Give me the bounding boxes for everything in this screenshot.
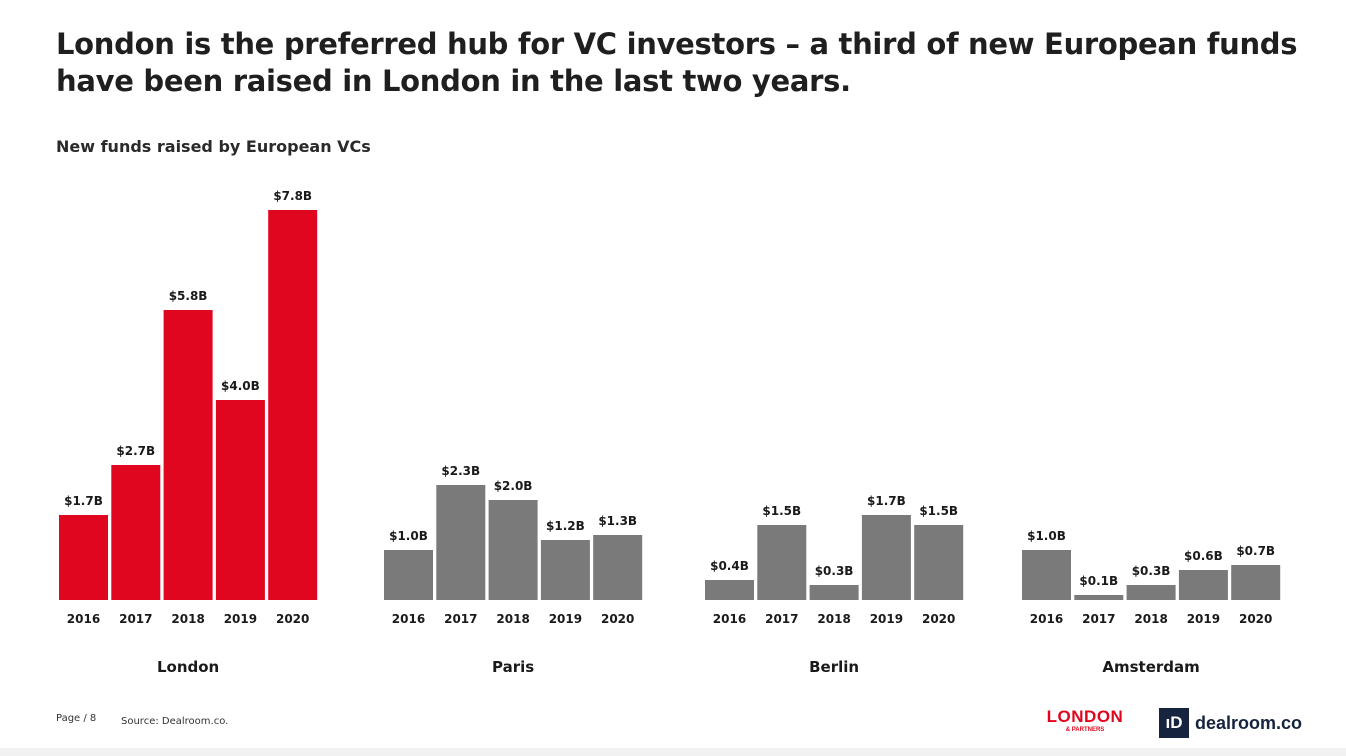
bar-berlin-2019 — [861, 515, 911, 600]
tick-label-amsterdam-2019: 2019 — [1187, 612, 1220, 626]
bottom-strip — [0, 748, 1346, 756]
dealroom-logo: ıD dealroom.co — [1159, 707, 1302, 739]
group-label-berlin: Berlin — [809, 658, 859, 676]
tick-label-berlin-2018: 2018 — [817, 612, 850, 626]
bar-paris-2018 — [488, 500, 538, 600]
tick-label-london-2018: 2018 — [171, 612, 204, 626]
data-label-amsterdam-2020: $0.7B — [1236, 544, 1275, 558]
tick-label-amsterdam-2017: 2017 — [1082, 612, 1115, 626]
bar-berlin-2018 — [809, 585, 859, 600]
bar-amsterdam-2019 — [1178, 570, 1228, 600]
bar-amsterdam-2017 — [1074, 595, 1124, 600]
tick-label-paris-2017: 2017 — [444, 612, 477, 626]
bar-paris-2020 — [593, 535, 643, 600]
london-partners-logo-main: LONDON — [1046, 707, 1124, 726]
bar-london-2016 — [59, 515, 108, 600]
source-note: Source: Dealroom.co. — [121, 716, 229, 727]
data-label-paris-2018: $2.0B — [494, 479, 533, 493]
tick-label-paris-2020: 2020 — [601, 612, 634, 626]
london-partners-logo-sub: & PARTNERS — [1065, 727, 1105, 733]
data-label-london-2019: $4.0B — [221, 379, 260, 393]
page-number: Page / 8 — [56, 713, 97, 724]
tick-label-london-2019: 2019 — [224, 612, 257, 626]
tick-label-berlin-2017: 2017 — [765, 612, 798, 626]
data-label-london-2018: $5.8B — [169, 289, 208, 303]
tick-label-amsterdam-2020: 2020 — [1239, 612, 1272, 626]
page-title: London is the preferred hub for VC inves… — [56, 27, 1298, 98]
bar-berlin-2016 — [705, 580, 754, 600]
data-label-paris-2019: $1.2B — [546, 519, 585, 533]
tick-label-paris-2016: 2016 — [392, 612, 425, 626]
dealroom-mark-icon: ıD — [1159, 708, 1189, 738]
chart-title: New funds raised by European VCs — [56, 137, 371, 156]
data-label-paris-2017: $2.3B — [441, 464, 480, 478]
tick-label-berlin-2019: 2019 — [870, 612, 903, 626]
tick-label-paris-2019: 2019 — [549, 612, 582, 626]
data-label-london-2017: $2.7B — [116, 444, 155, 458]
bar-paris-2017 — [436, 485, 486, 600]
group-label-london: London — [157, 658, 219, 676]
data-label-amsterdam-2016: $1.0B — [1027, 529, 1066, 543]
bar-amsterdam-2016 — [1022, 550, 1071, 600]
tick-label-london-2020: 2020 — [276, 612, 309, 626]
bar-chart: $1.7B 2016 $2.7B 2017 $5.8B 2018 $4.0B 2019 $7.8… — [59, 189, 1281, 676]
tick-label-london-2016: 2016 — [67, 612, 100, 626]
bar-london-2019 — [215, 400, 265, 600]
data-label-berlin-2020: $1.5B — [919, 504, 958, 518]
data-label-berlin-2018: $0.3B — [815, 564, 854, 578]
tick-label-paris-2018: 2018 — [496, 612, 529, 626]
data-label-london-2016: $1.7B — [64, 494, 103, 508]
group-label-paris: Paris — [492, 658, 534, 676]
data-label-amsterdam-2018: $0.3B — [1132, 564, 1171, 578]
tick-label-berlin-2016: 2016 — [713, 612, 746, 626]
data-label-amsterdam-2017: $0.1B — [1079, 574, 1118, 588]
data-label-berlin-2016: $0.4B — [710, 559, 749, 573]
tick-label-amsterdam-2018: 2018 — [1134, 612, 1167, 626]
data-label-berlin-2017: $1.5B — [762, 504, 801, 518]
bar-berlin-2017 — [757, 525, 807, 600]
tick-label-amsterdam-2016: 2016 — [1030, 612, 1063, 626]
bar-london-2018 — [163, 310, 213, 600]
bar-london-2020 — [268, 210, 318, 600]
dealroom-wordmark: dealroom.co — [1195, 712, 1303, 733]
bar-amsterdam-2018 — [1126, 585, 1176, 600]
data-label-paris-2020: $1.3B — [598, 514, 637, 528]
bar-paris-2016 — [384, 550, 433, 600]
bar-london-2017 — [111, 465, 161, 600]
data-label-berlin-2019: $1.7B — [867, 494, 906, 508]
data-label-london-2020: $7.8B — [273, 189, 312, 203]
data-label-paris-2016: $1.0B — [389, 529, 428, 543]
bar-berlin-2020 — [914, 525, 964, 600]
tick-label-berlin-2020: 2020 — [922, 612, 955, 626]
london-partners-logo: LONDON & PARTNERS — [1040, 708, 1130, 734]
tick-label-london-2017: 2017 — [119, 612, 152, 626]
data-label-amsterdam-2019: $0.6B — [1184, 549, 1223, 563]
bar-amsterdam-2020 — [1231, 565, 1281, 600]
bar-paris-2019 — [540, 540, 590, 600]
group-label-amsterdam: Amsterdam — [1102, 658, 1199, 676]
